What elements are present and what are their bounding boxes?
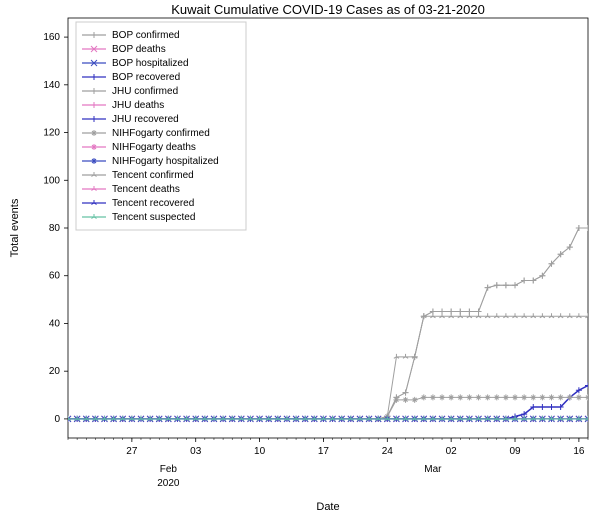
svg-text:17: 17 — [318, 446, 330, 457]
svg-text:27: 27 — [126, 446, 138, 457]
legend-item-label: Tencent deaths — [112, 184, 180, 195]
legend-item-label: JHU recovered — [112, 114, 179, 125]
chart-container: 0 20 40 60 80 100 120 140 160 27 03 10 17 24 02 09 16 Feb… — [0, 0, 612, 531]
svg-text:03: 03 — [190, 446, 202, 457]
legend-item-label: BOP confirmed — [112, 30, 180, 41]
y-axis-label: Total events — [9, 198, 21, 257]
svg-text:100: 100 — [43, 175, 60, 186]
x-axis-label: Date — [316, 501, 339, 513]
svg-text:140: 140 — [43, 80, 60, 91]
legend-item-label: BOP recovered — [112, 72, 180, 83]
legend-item-label: BOP deaths — [112, 44, 166, 55]
series-line — [369, 39, 612, 418]
legend-item-label: NIHFogarty deaths — [112, 142, 196, 153]
svg-text:80: 80 — [49, 223, 61, 234]
svg-text:0: 0 — [54, 414, 60, 425]
svg-text:10: 10 — [254, 446, 266, 457]
svg-text:Feb: Feb — [160, 464, 178, 475]
series-line — [369, 39, 612, 418]
svg-text:02: 02 — [446, 446, 458, 457]
legend-item-label: BOP hospitalized — [112, 58, 189, 69]
legend-item-label: Tencent suspected — [112, 212, 195, 223]
svg-text:120: 120 — [43, 128, 60, 139]
legend-item-label: NIHFogarty confirmed — [112, 128, 210, 139]
legend-item-label: JHU confirmed — [112, 86, 178, 97]
legend-item-label: JHU deaths — [112, 100, 164, 111]
svg-text:60: 60 — [49, 271, 61, 282]
legend-item-label: NIHFogarty hospitalized — [112, 156, 219, 167]
svg-text:20: 20 — [49, 366, 61, 377]
svg-text:40: 40 — [49, 318, 61, 329]
svg-text:09: 09 — [509, 446, 521, 457]
svg-text:160: 160 — [43, 32, 60, 43]
svg-text:2020: 2020 — [157, 478, 180, 489]
legend: BOP confirmed BOP deaths BOP hospitalized B… — [76, 22, 246, 230]
chart-svg: 0 20 40 60 80 100 120 140 160 27 03 10 17 24 02 09 16 Feb… — [0, 0, 612, 531]
series-line — [369, 316, 612, 419]
legend-item-label: Tencent recovered — [112, 198, 194, 209]
chart-title: Kuwait Cumulative COVID-19 Cases as of 0… — [171, 2, 485, 17]
svg-text:16: 16 — [573, 446, 585, 457]
svg-text:24: 24 — [382, 446, 394, 457]
svg-text:Mar: Mar — [424, 464, 442, 475]
legend-item-label: Tencent confirmed — [112, 170, 194, 181]
